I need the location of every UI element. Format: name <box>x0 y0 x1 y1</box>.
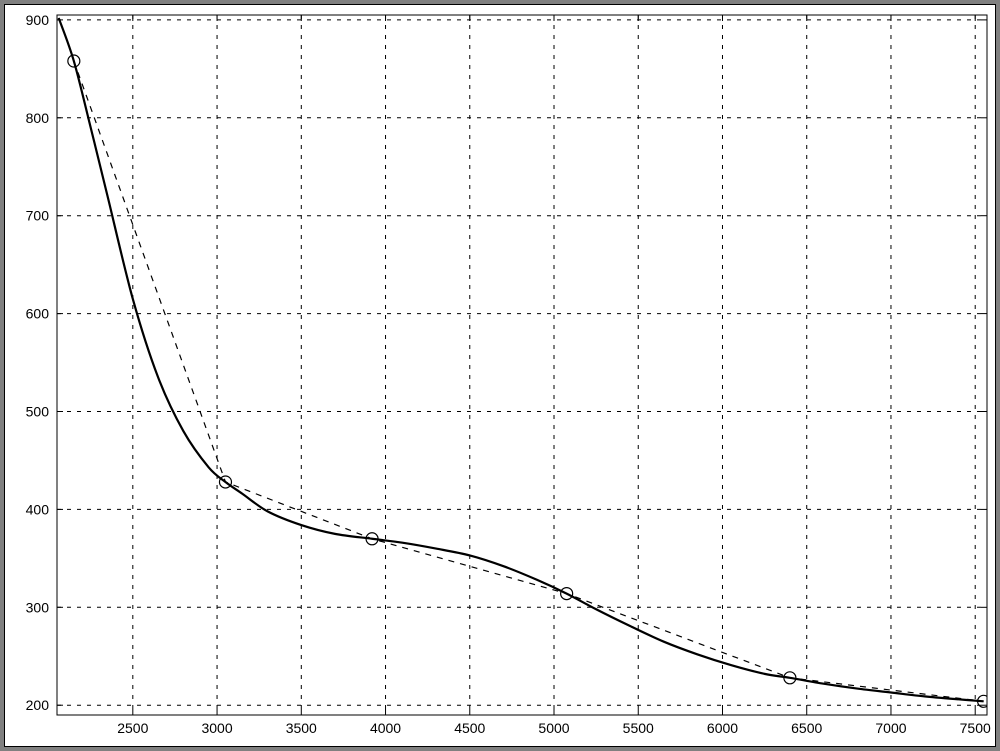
y-tick-label: 500 <box>26 404 50 420</box>
x-tick-label: 3500 <box>286 720 317 736</box>
x-tick-label: 5000 <box>538 720 569 736</box>
y-tick-label: 800 <box>26 110 50 126</box>
x-tick-label: 7500 <box>960 720 991 736</box>
x-tick-label: 7000 <box>875 720 906 736</box>
y-tick-label: 400 <box>26 501 50 517</box>
figure-panel: 2500 3000 3500 4000 4500 5000 5500 6000 6500 7000… <box>4 4 996 747</box>
y-tick-label: 600 <box>26 306 50 322</box>
y-tick-label: 200 <box>26 697 50 713</box>
x-tick-label: 4500 <box>454 720 485 736</box>
figure-window: 2500 3000 3500 4000 4500 5000 5500 6000 6500 7000… <box>0 0 1000 751</box>
y-tick-label: 700 <box>26 208 50 224</box>
x-tick-label: 5500 <box>623 720 654 736</box>
y-tick-label: 900 <box>26 12 50 28</box>
y-tick-label: 300 <box>26 599 50 615</box>
x-tick-label: 6000 <box>707 720 738 736</box>
x-tick-label: 6500 <box>791 720 822 736</box>
x-tick-label: 4000 <box>370 720 401 736</box>
x-tick-label: 3000 <box>201 720 232 736</box>
x-tick-label: 2500 <box>117 720 148 736</box>
axes: 2500 3000 3500 4000 4500 5000 5500 6000 6500 7000… <box>5 5 997 748</box>
